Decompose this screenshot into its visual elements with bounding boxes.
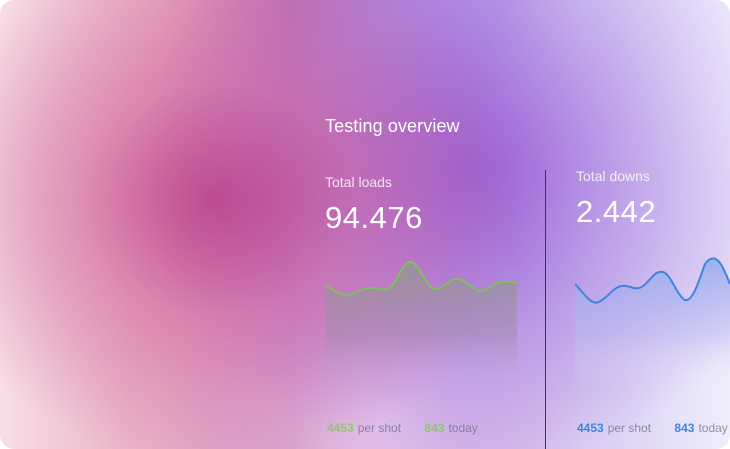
total-downs-line — [574, 257, 730, 304]
per-shot-stat: 4453 per shot — [577, 421, 654, 435]
total-loads-sparkline — [324, 261, 518, 385]
total-downs-sparkline — [574, 257, 730, 385]
total-downs-value: 2.442 — [576, 194, 657, 229]
total-downs-footer: 4453 per shot 843 today — [577, 421, 730, 435]
today-unit: today — [698, 421, 728, 435]
today-value: 843 — [674, 421, 695, 435]
per-shot-value: 4453 — [327, 421, 354, 435]
page-title: Testing overview — [325, 116, 460, 136]
per-shot-unit: per shot — [357, 421, 402, 435]
card-divider — [545, 170, 546, 449]
total-downs-label: Total downs — [576, 168, 650, 184]
total-loads-value: 94.476 — [325, 200, 423, 235]
per-shot-value: 4453 — [577, 421, 604, 435]
today-value: 843 — [424, 421, 445, 435]
today-stat: 843 today — [424, 421, 477, 435]
today-stat: 843 today — [674, 421, 727, 435]
total-loads-line — [324, 261, 518, 297]
total-loads-area — [325, 261, 517, 385]
total-loads-label: Total loads — [325, 174, 392, 190]
total-loads-footer: 4453 per shot 843 today — [327, 421, 498, 435]
per-shot-stat: 4453 per shot — [327, 421, 404, 435]
per-shot-unit: per shot — [607, 421, 652, 435]
today-unit: today — [448, 421, 478, 435]
